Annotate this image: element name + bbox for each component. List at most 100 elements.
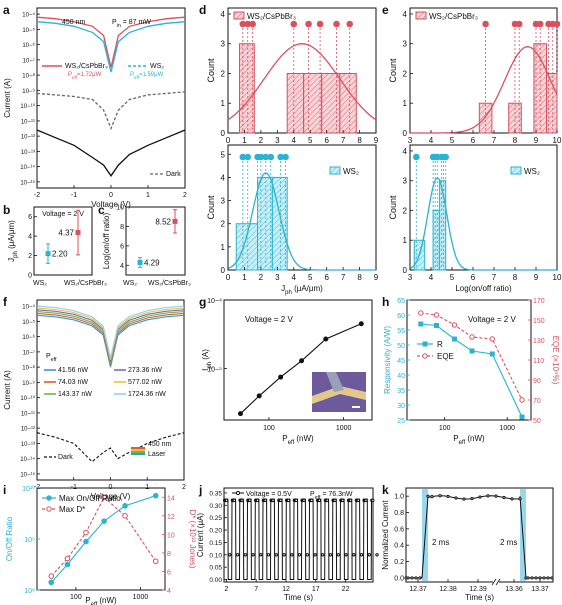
axis-unit: (μA/μm) [7, 220, 16, 251]
tick-label: 0 [226, 273, 231, 282]
category-label: WS₂/CsPbBr₃ [148, 280, 191, 287]
tick-label: 10−⁴ [207, 298, 222, 305]
tick-label: 5 [450, 273, 455, 282]
tick-label: 10⁹ [24, 537, 35, 544]
tick-label: 2 [183, 192, 187, 199]
annotation: Peff=1.59μW [130, 72, 164, 80]
data-point [469, 334, 475, 340]
data-point [302, 498, 306, 503]
tick-label: 6 [167, 569, 171, 576]
panel-label: f [3, 295, 8, 309]
data-point [346, 20, 353, 28]
data-point [442, 153, 450, 161]
axis-label-y: Normalized Current [381, 500, 390, 570]
data-point [325, 498, 329, 503]
data-point [83, 538, 89, 545]
data-point [341, 498, 345, 503]
tick-label: 8 [357, 136, 362, 145]
tick-label: 10⁸ [24, 588, 35, 595]
micrograph-flake [326, 372, 344, 392]
tick-label: 5 [221, 150, 226, 159]
data-point [410, 576, 414, 580]
axis-label-x: Log(on/off ratio) [455, 284, 512, 293]
tick-label: 2 [259, 136, 264, 145]
tick-label: 1.0 [394, 494, 404, 501]
data-label: 8.52 [155, 217, 171, 226]
histogram-bar [239, 43, 255, 134]
data-point [364, 498, 368, 503]
tick-label: 0.6 [394, 526, 404, 533]
tick-label: 65 [397, 298, 405, 305]
legend-swatch [233, 11, 245, 20]
tick-label: 4 [221, 10, 226, 19]
subscript: ph [13, 251, 19, 258]
tick-label: 12 [167, 514, 175, 521]
panel-label: e [382, 3, 389, 17]
axis-label-y: On/Off Ratio [5, 516, 14, 561]
series-line-dstar [50, 496, 157, 577]
tick-label: 3 [275, 136, 280, 145]
legend-label: R [437, 340, 443, 349]
data-point [137, 259, 143, 265]
data-point [243, 553, 248, 557]
data-point [406, 576, 410, 580]
tick-label: 10−¹¹ [21, 411, 35, 417]
data-point [510, 497, 514, 501]
tick-label: 6 [28, 214, 32, 221]
data-point [64, 555, 71, 562]
data-point [248, 498, 252, 503]
tick-label: 3 [403, 40, 408, 49]
data-label: 2.20 [52, 250, 68, 259]
axis-unit: (nW) [465, 434, 485, 443]
histogram-bar [339, 72, 357, 134]
tick-label: 1 [403, 99, 408, 108]
tick-label: 5 [450, 136, 455, 145]
axis-break-mark [495, 578, 501, 586]
tick-label: 2 [221, 220, 226, 229]
series-line-5 [36, 305, 185, 359]
panel-label: i [3, 483, 6, 497]
tick-label: 10−⁹ [22, 380, 35, 387]
tick-label: 0.2 [394, 559, 404, 566]
chart-title: Voltage = 2 V [42, 211, 84, 218]
tick-label: 1 [242, 273, 247, 282]
tick-label: 0 [109, 192, 113, 199]
data-point [256, 393, 262, 399]
data-point [418, 576, 422, 580]
legend-marker [46, 495, 52, 501]
tick-label: 10−⁴ [22, 304, 35, 311]
axis-label-y: Current (A) [3, 78, 12, 118]
tick-label: 150 [533, 318, 545, 325]
data-point [375, 553, 379, 557]
tick-label: 10−¹³ [21, 150, 35, 156]
data-point [526, 576, 530, 580]
data-point [235, 553, 240, 557]
tick-label: -1 [71, 192, 77, 199]
legend-label: Max D* [59, 505, 85, 514]
tick-label: 9 [374, 136, 379, 145]
tick-label: 0.05 [209, 565, 222, 572]
tick-label: 0 [221, 129, 226, 138]
data-point [534, 576, 538, 580]
data-point [305, 20, 312, 28]
axis-label-y-right: D* (×10¹³ Jones) [188, 510, 197, 569]
tick-label: 4 [429, 136, 434, 145]
histogram-bar [286, 72, 305, 134]
category-label: WS₂ [123, 280, 137, 287]
plot-frame-g [223, 299, 373, 421]
tick-label: 4 [221, 173, 226, 182]
plot-frame-k [405, 487, 554, 583]
legend-label: 450 nm [148, 441, 172, 448]
tick-label: 110 [533, 358, 544, 365]
tick-label: 10 [167, 532, 175, 539]
data-point [530, 576, 534, 580]
data-point [367, 553, 371, 557]
data-point [232, 498, 236, 503]
tick-label: 7 [341, 136, 346, 145]
tick-label: 130 [533, 338, 545, 345]
data-point [271, 498, 275, 503]
legend-label: WS₂/CsPbBr₃ [247, 12, 296, 21]
chart-title: Voltage = 2 V [245, 315, 293, 324]
tick-label: 13.36 [505, 586, 523, 593]
tick-label: 10−¹² [21, 427, 35, 433]
